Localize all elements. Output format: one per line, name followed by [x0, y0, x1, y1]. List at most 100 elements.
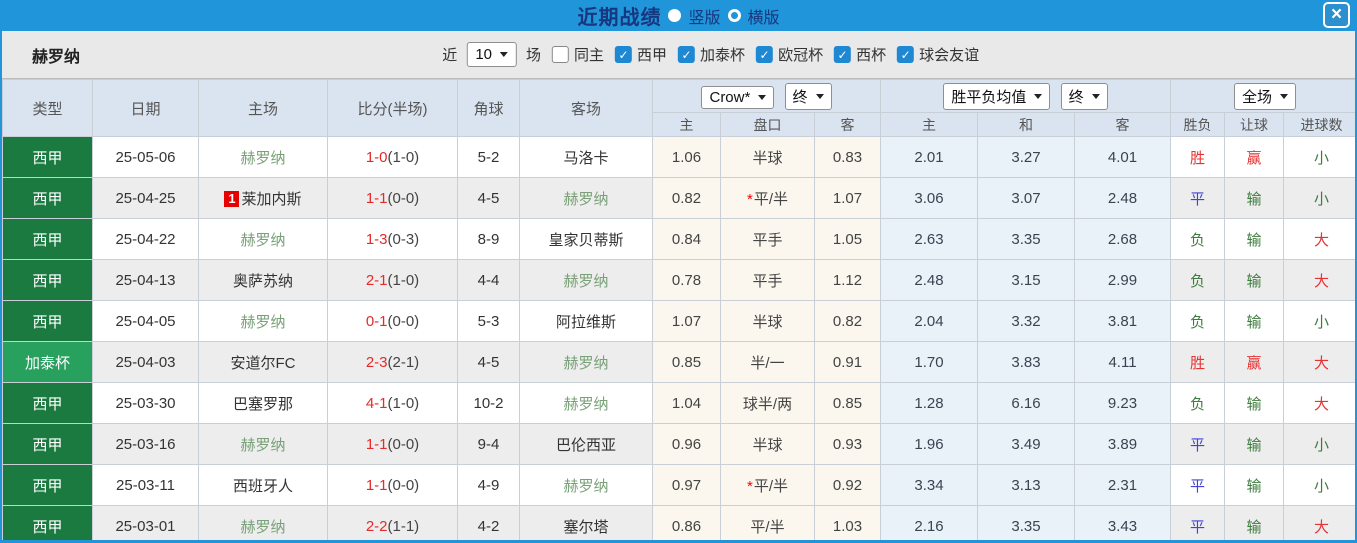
handicap-result-cell: 输: [1224, 423, 1285, 465]
recent-count-select[interactable]: 10: [466, 42, 518, 67]
handicap-result-cell: 输: [1224, 300, 1285, 342]
avg-loss-cell: 2.99: [1074, 259, 1172, 301]
avg-draw-cell: 3.32: [977, 300, 1076, 342]
league-checkbox-catalan-cup[interactable]: ✓: [678, 46, 696, 63]
result-cell: 负: [1170, 218, 1226, 260]
subheader-goals: 进球数: [1283, 112, 1355, 137]
avg-draw-cell: 3.35: [977, 505, 1076, 540]
dialog-title: 近期战绩: [577, 7, 662, 29]
result-cell: 负: [1170, 259, 1226, 301]
score-cell: 1-1(0-0): [327, 423, 458, 465]
match-date-cell: 25-04-05: [92, 300, 199, 342]
goals-result-cell: 小: [1283, 136, 1355, 178]
score-cell: 1-1(0-0): [327, 464, 458, 506]
league-checkbox-friendly[interactable]: ✓: [897, 46, 915, 63]
away-team-name: 赫罗纳: [563, 272, 609, 290]
results-table: 类型 日期 主场 比分(半场) 角球 客场 Crow* 终: [2, 79, 1355, 540]
home-team-cell: 安道尔FC: [198, 341, 328, 383]
result-cell: 负: [1170, 300, 1226, 342]
home-odds-cell: 1.04: [652, 382, 721, 424]
corner-cell: 10-2: [457, 382, 520, 424]
avg-loss-cell: 4.01: [1074, 136, 1172, 178]
home-team-cell: 赫罗纳: [198, 300, 328, 342]
avg-loss-cell: 3.89: [1074, 423, 1172, 465]
league-checkbox-champions[interactable]: ✓: [756, 46, 774, 63]
subheader-avg-win: 主: [880, 112, 979, 137]
horizontal-layout-label[interactable]: 横版: [747, 9, 780, 27]
avg-win-cell: 1.96: [880, 423, 979, 465]
handicap-cell: *平/半: [720, 464, 815, 506]
home-team-cell: 巴塞罗那: [198, 382, 328, 424]
away-team-cell: 赫罗纳: [519, 259, 653, 301]
away-team-name: 赫罗纳: [563, 354, 609, 372]
home-team-cell: 西班牙人: [198, 464, 328, 506]
avg-type-select[interactable]: 胜平负均值: [943, 82, 1051, 110]
match-type-cell: 西甲: [2, 259, 93, 301]
table-row: 西甲 25-04-13 奥萨苏纳 2-1(1-0) 4-4 赫罗纳 0.78 平…: [2, 259, 1355, 301]
horizontal-layout-radio[interactable]: [727, 9, 741, 22]
match-type-cell: 西甲: [2, 136, 93, 178]
table-row: 西甲 25-03-11 西班牙人 1-1(0-0) 4-9 赫罗纳 0.97 *…: [2, 464, 1355, 506]
handicap-cell: *平/半: [720, 177, 815, 219]
home-odds-cell: 1.06: [652, 136, 721, 178]
corner-cell: 5-3: [457, 300, 520, 342]
home-team-name: 奥萨苏纳: [232, 272, 293, 290]
col-header-home: 主场: [198, 79, 328, 137]
corner-cell: 5-2: [457, 136, 520, 178]
result-cell: 平: [1170, 177, 1226, 219]
league-label-champions: 欧冠杯: [778, 47, 824, 64]
titlebar: 近期战绩 竖版 横版 ×: [2, 0, 1355, 31]
col-header-score: 比分(半场): [327, 79, 458, 137]
score-cell: 2-2(1-1): [327, 505, 458, 540]
goals-result-cell: 小: [1283, 464, 1355, 506]
odds-time-select[interactable]: 终: [784, 82, 832, 110]
away-team-cell: 阿拉维斯: [519, 300, 653, 342]
goals-result-cell: 大: [1283, 218, 1355, 260]
match-date-cell: 25-04-25: [92, 177, 199, 219]
avg-time-select[interactable]: 终: [1060, 82, 1108, 110]
match-type-cell: 西甲: [2, 423, 93, 465]
score-cell: 2-3(2-1): [327, 341, 458, 383]
handicap-cell: 半球: [720, 136, 815, 178]
bookmaker-select[interactable]: Crow*: [701, 85, 775, 109]
league-checkbox-copa[interactable]: ✓: [834, 46, 852, 63]
subheader-handicap: 盘口: [720, 112, 815, 137]
goals-result-cell: 大: [1283, 259, 1355, 301]
avg-loss-cell: 3.81: [1074, 300, 1172, 342]
handicap-cell: 半球: [720, 423, 815, 465]
avg-group-header: 胜平负均值 终: [880, 79, 1172, 113]
rank-badge: 1: [224, 190, 240, 207]
handicap-result-cell: 输: [1224, 177, 1285, 219]
filter-controls: 近 10 场 同主 ✓ 西甲 ✓ 加泰杯 ✓ 欧冠杯 ✓ 西杯 ✓ 球会友谊: [442, 42, 979, 67]
avg-win-cell: 2.16: [880, 505, 979, 540]
away-team-cell: 赫罗纳: [519, 382, 653, 424]
away-odds-cell: 1.12: [813, 259, 882, 301]
match-type-cell: 西甲: [2, 300, 93, 342]
goals-result-cell: 小: [1283, 177, 1355, 219]
home-team-cell: 1 莱加内斯: [198, 177, 328, 219]
home-odds-cell: 1.07: [652, 300, 721, 342]
home-team-name: 莱加内斯: [241, 190, 302, 208]
same-home-checkbox[interactable]: [552, 46, 570, 63]
avg-win-cell: 1.28: [880, 382, 979, 424]
league-checkbox-laliga[interactable]: ✓: [615, 46, 633, 63]
avg-win-cell: 3.06: [880, 177, 979, 219]
avg-loss-cell: 2.31: [1074, 464, 1172, 506]
away-odds-cell: 0.83: [813, 136, 882, 178]
recent-label: 近: [442, 47, 458, 64]
home-team-cell: 赫罗纳: [198, 423, 328, 465]
score-cell: 2-1(1-0): [327, 259, 458, 301]
away-team-cell: 巴伦西亚: [519, 423, 653, 465]
close-icon[interactable]: ×: [1323, 2, 1350, 28]
vertical-layout-radio[interactable]: [668, 9, 682, 22]
scope-select[interactable]: 全场: [1234, 82, 1297, 110]
vertical-layout-label[interactable]: 竖版: [688, 9, 721, 27]
match-type-cell: 西甲: [2, 464, 93, 506]
match-type-cell: 西甲: [2, 505, 93, 540]
match-date-cell: 25-05-06: [92, 136, 199, 178]
away-team-cell: 塞尔塔: [519, 505, 653, 540]
chevron-down-icon: [500, 52, 509, 57]
result-cell: 平: [1170, 464, 1226, 506]
handicap-cell: 半/一: [720, 341, 815, 383]
result-cell: 平: [1170, 423, 1226, 465]
